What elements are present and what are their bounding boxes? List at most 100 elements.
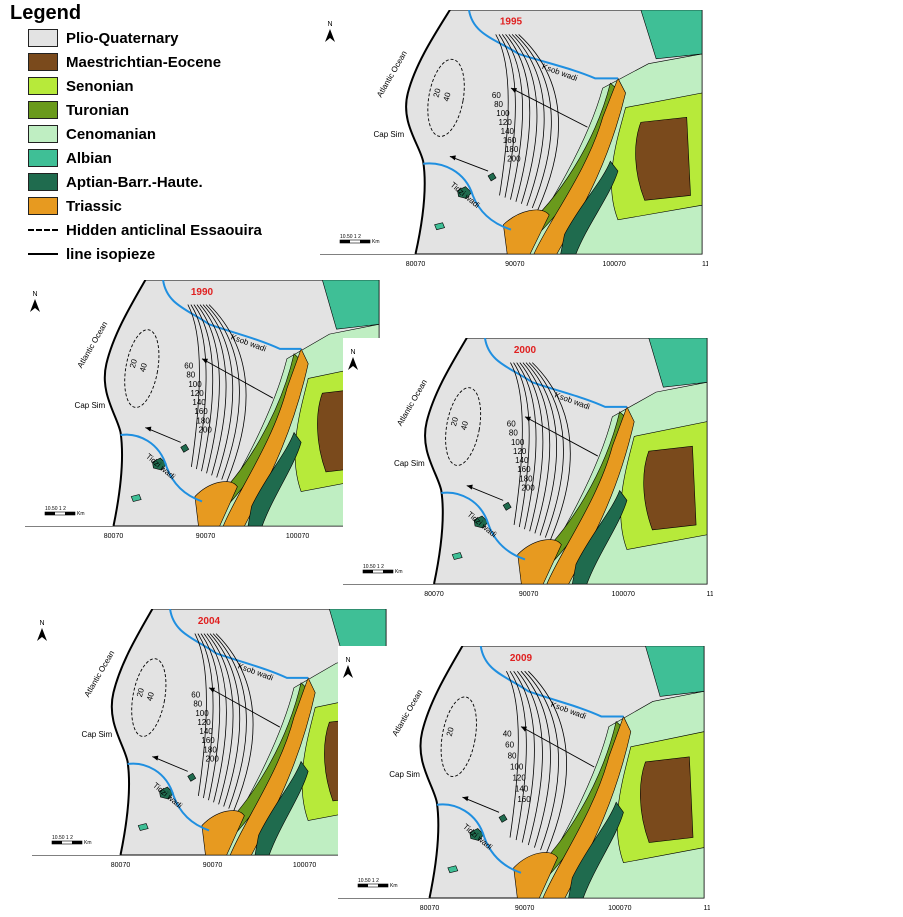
legend-item: Maestrichtian-Eocene <box>6 50 306 74</box>
isopiezic-line <box>532 362 571 540</box>
ksob-wadi-line <box>467 10 618 80</box>
legend-swatch <box>28 53 58 71</box>
flow-arrow-head <box>525 416 531 422</box>
isopiezic-label: 180 <box>519 474 533 483</box>
isopiezic-label: 80 <box>186 371 195 380</box>
maestrichtian-unit <box>635 117 691 201</box>
isopiezic-line <box>212 633 247 809</box>
triassic-unit <box>546 406 635 585</box>
ocean-area <box>320 10 450 254</box>
isopiezic-line <box>505 34 531 202</box>
x-tick-label: 80070 <box>104 533 124 540</box>
isopiezic-line <box>511 34 545 207</box>
aptian-outcrop <box>473 515 489 529</box>
aptian-unit <box>571 489 628 585</box>
isopiezic-line <box>190 304 207 470</box>
isopiezic-label: 60 <box>507 420 516 429</box>
x-tick-label: 110070 <box>704 905 710 912</box>
x-tick-label: 110070 <box>706 591 713 598</box>
coastline <box>103 280 147 527</box>
flow-arrow <box>145 427 181 443</box>
x-tick-label: 100070 <box>286 533 309 540</box>
hidden-anticline <box>445 387 482 466</box>
flow-arrow <box>449 155 489 172</box>
isopiezic-label: 100 <box>496 109 510 118</box>
maestrichtian-unit <box>643 445 697 531</box>
flow-arrow <box>520 726 595 768</box>
map-year: 2000 <box>514 345 537 356</box>
isopiezic-label: 60 <box>191 691 200 700</box>
scale-bar-segment <box>378 884 388 887</box>
x-tick-label: 80070 <box>420 905 440 912</box>
scale-unit: Km <box>395 569 403 575</box>
aptian-unit <box>254 760 309 856</box>
aptian-outcrop <box>180 443 190 453</box>
isopiezic-label: 140 <box>515 456 529 465</box>
isopiezic-line <box>498 34 516 198</box>
isopiezic-line <box>194 633 207 797</box>
isopiezic-line <box>187 304 200 468</box>
isopiezic-line <box>528 670 567 853</box>
coastline <box>419 646 464 899</box>
aptian-unit <box>560 160 619 255</box>
legend-label: Turonian <box>66 101 130 119</box>
legend-label: Cenomanian <box>66 125 157 143</box>
map-year: 1995 <box>500 17 523 28</box>
legend-label: Senonian <box>66 77 134 95</box>
tidzi-wadi-line <box>436 803 522 874</box>
x-tick-label: 100070 <box>608 905 631 912</box>
legend-swatch <box>28 149 58 167</box>
isopiezic-line <box>199 304 227 476</box>
scale-bar-segment <box>360 240 370 243</box>
isopiezic-label: 80 <box>494 100 503 109</box>
legend-title: Legend <box>10 2 82 24</box>
isopiezic-label: 80 <box>193 700 202 709</box>
scale-bar-segment <box>383 570 393 573</box>
isopiezic-label: 40 <box>145 691 156 702</box>
isopiezic-line <box>506 671 519 838</box>
flow-arrow-head <box>466 484 473 490</box>
isopiezic-label: 80 <box>508 752 517 761</box>
x-tick-label: 80070 <box>406 261 426 268</box>
ocean-area <box>338 646 463 898</box>
aptian-outcrop <box>498 813 508 823</box>
north-arrow-icon <box>325 29 335 42</box>
x-tick-label: 100070 <box>602 261 625 268</box>
hidden-anticline <box>427 58 465 137</box>
isopiezic-label: 180 <box>196 416 210 425</box>
ksob-wadi-line <box>483 338 627 408</box>
x-tick-label: 90070 <box>505 261 525 268</box>
north-label: N <box>350 349 355 356</box>
ksob-wadi-line <box>479 646 624 718</box>
flow-arrow <box>208 687 281 728</box>
isopiezic-label: 160 <box>517 465 531 474</box>
triassic-unit <box>533 77 626 255</box>
triassic-unit <box>222 348 309 527</box>
albian-outcrop <box>447 865 459 874</box>
legend-label: Plio-Quaternary <box>66 29 179 47</box>
isopiezic-label: 120 <box>512 773 526 782</box>
legend-swatch <box>28 101 58 119</box>
isopiezic-label: 60 <box>184 362 193 371</box>
isopiezic-label: 20 <box>135 687 146 698</box>
isopiezic-label: 180 <box>203 745 217 754</box>
flow-arrow-head <box>209 687 215 693</box>
isopiezic-line <box>520 670 551 848</box>
albian-outcrop <box>451 552 463 560</box>
legend-item: Cenomanian <box>6 122 306 146</box>
isopiezic-label: 80 <box>509 429 518 438</box>
map-panel-0: 20 40 60 80 100 120 140 160 180 200 1995 Ksob wadi T… <box>320 10 708 268</box>
isopiezic-label: 200 <box>198 426 212 435</box>
isopiezic-label: 160 <box>194 407 208 416</box>
isopiezic-line <box>200 633 221 801</box>
isopiezic-line <box>209 633 241 807</box>
legend-label: Maestrichtian-Eocene <box>66 53 222 71</box>
north-arrow-icon <box>348 357 358 370</box>
scale-bar-segment <box>72 841 82 844</box>
isopiezic-label: 60 <box>505 741 514 750</box>
x-tick-label: 90070 <box>515 905 535 912</box>
isopiezic-label: 40 <box>138 362 149 373</box>
isopiezic-label: 120 <box>190 389 204 398</box>
isopiezic-label: 20 <box>445 726 456 737</box>
